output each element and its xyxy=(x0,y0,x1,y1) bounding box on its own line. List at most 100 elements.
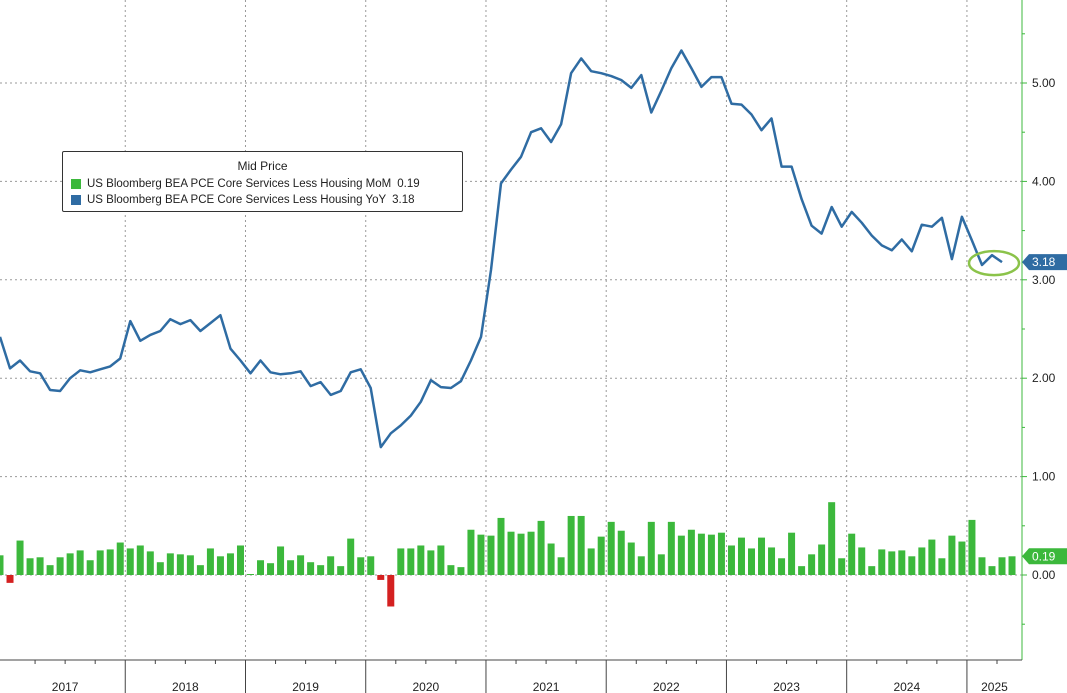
mom-bar xyxy=(357,557,365,575)
mom-bar xyxy=(156,562,164,575)
mom-bar xyxy=(828,502,836,575)
mom-bar xyxy=(988,566,996,575)
legend-entry-value: 3.18 xyxy=(392,194,415,206)
y-tick-label: 0.00 xyxy=(1032,568,1056,582)
year-label: 2017 xyxy=(52,680,79,693)
last-value-flag xyxy=(1022,254,1067,271)
mom-bar xyxy=(166,553,174,575)
mom-bar xyxy=(778,558,786,575)
mom-bar xyxy=(908,556,916,575)
mom-bar xyxy=(577,515,585,575)
last-value-labels: 3.18 0.19 xyxy=(1022,254,1067,565)
mom-bar xyxy=(497,517,505,575)
mom-bar xyxy=(567,515,575,575)
mom-bar xyxy=(397,548,405,575)
legend-title: Mid Price xyxy=(237,159,288,173)
mom-bar xyxy=(136,545,144,575)
year-label: 2018 xyxy=(172,680,199,693)
mom-bar xyxy=(597,536,605,575)
mom-bar xyxy=(657,554,665,575)
mom-bar xyxy=(617,530,625,575)
mom-bar xyxy=(377,575,385,580)
year-label: 2025 xyxy=(981,680,1008,693)
mom-bar xyxy=(347,538,355,575)
vertical-gridlines xyxy=(124,0,968,660)
mom-bar xyxy=(507,531,515,575)
mom-bar xyxy=(627,542,635,575)
mom-bar xyxy=(898,550,906,575)
mom-bar xyxy=(727,545,735,575)
year-label: 2021 xyxy=(533,680,560,693)
mom-bar xyxy=(96,550,104,575)
mom-bar xyxy=(978,557,986,575)
mom-bar xyxy=(407,548,415,575)
mom-bar xyxy=(587,548,595,575)
mom-bar xyxy=(998,557,1006,575)
mom-bar xyxy=(788,532,796,575)
mom-bar xyxy=(317,565,325,575)
mom-bar xyxy=(257,560,265,575)
mom-bar xyxy=(277,546,285,575)
mom-bar xyxy=(808,554,816,575)
legend-entry-label: US Bloomberg BEA PCE Core Services Less … xyxy=(87,194,387,206)
mom-bar xyxy=(196,565,204,575)
mom-bar xyxy=(427,550,435,575)
last-value-text: 0.19 xyxy=(1032,549,1056,563)
mom-bar xyxy=(547,543,555,575)
mom-bar xyxy=(557,557,565,575)
legend-entry-value: 0.19 xyxy=(397,178,420,190)
mom-bar xyxy=(437,545,445,575)
mom-bar xyxy=(878,549,886,575)
mom-bar xyxy=(126,548,134,575)
year-label: 2024 xyxy=(893,680,920,693)
year-label: 2022 xyxy=(653,680,680,693)
mom-bar xyxy=(236,545,244,575)
mom-bar xyxy=(697,533,705,575)
mom-bar xyxy=(206,548,214,575)
legend-entry-mom: US Bloomberg BEA PCE Core Services Less … xyxy=(71,176,454,192)
legend-swatch-yoy xyxy=(71,195,81,205)
legend-entry-label: US Bloomberg BEA PCE Core Services Less … xyxy=(87,178,392,190)
mom-bar xyxy=(267,563,275,575)
mom-bar xyxy=(687,529,695,575)
mom-bar xyxy=(86,560,94,575)
mom-bar xyxy=(367,556,375,575)
year-label: 2019 xyxy=(292,680,319,693)
y-tick-label: 5.00 xyxy=(1032,76,1056,90)
mom-bar xyxy=(0,555,4,575)
mom-bar xyxy=(768,547,776,575)
mom-bar xyxy=(447,565,455,575)
mom-bar xyxy=(527,531,535,575)
mom-bar-series xyxy=(0,502,1016,607)
mom-bar xyxy=(186,555,194,575)
mom-bar xyxy=(477,534,485,575)
mom-bar xyxy=(798,566,806,575)
y-tick-label: 3.00 xyxy=(1032,273,1056,287)
mom-bar xyxy=(717,532,725,575)
yoy-line-series xyxy=(0,49,1003,449)
mom-bar xyxy=(968,519,976,575)
mom-bar xyxy=(868,566,876,575)
mom-bar xyxy=(337,566,345,575)
mom-bar xyxy=(888,551,896,575)
mom-bar xyxy=(818,544,826,575)
mom-bar xyxy=(918,547,926,575)
mom-bar xyxy=(938,558,946,575)
legend-swatch-mom xyxy=(71,179,81,189)
mom-bar xyxy=(737,537,745,575)
x-axis-years: 2017 2018 2019 2020 2021 2022 2023 2024 2025 xyxy=(34,660,1008,693)
y-axis-ticks: 0.00 1.00 2.00 3.00 4.00 5.00 xyxy=(1022,33,1056,625)
mom-bar xyxy=(417,545,425,575)
mom-bar xyxy=(66,553,74,575)
mom-bar xyxy=(216,556,224,575)
mom-bar xyxy=(838,558,846,575)
year-label: 2023 xyxy=(773,680,800,693)
legend: Mid Price US Bloomberg BEA PCE Core Serv… xyxy=(62,151,463,212)
mom-bar xyxy=(26,558,34,575)
year-label: 2020 xyxy=(412,680,439,693)
mom-bar xyxy=(958,541,966,575)
mom-bar xyxy=(226,553,234,575)
mom-bar xyxy=(56,557,64,575)
y-tick-label: 4.00 xyxy=(1032,174,1056,188)
